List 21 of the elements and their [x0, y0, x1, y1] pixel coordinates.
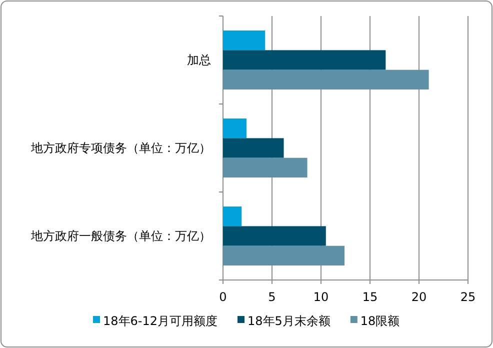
- bar: [223, 246, 345, 266]
- x-tick-label: 20: [411, 290, 427, 304]
- bar: [223, 118, 247, 138]
- bar: [223, 50, 386, 70]
- legend-label: 18年6-12月可用额度: [103, 314, 218, 328]
- bar: [223, 30, 266, 50]
- bar: [223, 226, 326, 246]
- bar: [223, 70, 429, 90]
- bar: [223, 158, 308, 178]
- x-tick-label: 10: [313, 290, 329, 304]
- y-tick-label: 加总: [187, 53, 211, 67]
- y-tick-label: 地方政府一般债务（单位：万亿）: [30, 229, 211, 243]
- x-tick-label: 5: [268, 290, 276, 304]
- bar: [223, 206, 242, 226]
- legend-label: 18年5月末余额: [248, 314, 330, 328]
- x-tick-label: 25: [460, 290, 476, 304]
- y-tick-label: 地方政府专项债务（单位：万亿）: [30, 141, 211, 155]
- x-tick-label: 15: [362, 290, 378, 304]
- legend-label: 18限额: [360, 314, 400, 328]
- bar: [223, 138, 284, 158]
- x-tick-label: 0: [219, 290, 227, 304]
